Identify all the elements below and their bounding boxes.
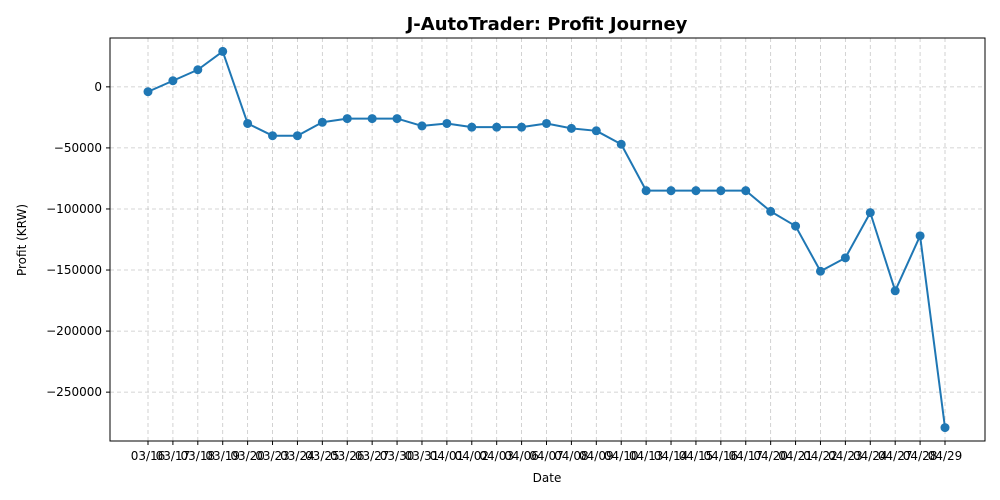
- data-point: [766, 206, 776, 216]
- x-tick-label: 04/10: [604, 449, 639, 463]
- y-tick-label: −150000: [46, 263, 102, 277]
- data-point: [940, 423, 950, 433]
- y-tick-label: 0: [94, 80, 102, 94]
- x-tick-label: 03/26: [330, 449, 365, 463]
- data-point: [143, 87, 153, 97]
- data-point: [292, 131, 302, 141]
- y-axis-label: Profit (KRW): [15, 204, 29, 276]
- x-tick-label: 04/22: [803, 449, 838, 463]
- x-axis-label: Date: [533, 471, 562, 485]
- x-tick-label: 04/07: [529, 449, 564, 463]
- data-point: [492, 122, 502, 132]
- x-tick-label: 03/19: [205, 449, 240, 463]
- x-axis-ticks: 03/1603/1703/1803/1903/2003/2303/2403/25…: [131, 441, 963, 463]
- x-tick-label: 04/14: [654, 449, 689, 463]
- x-tick-label: 04/13: [629, 449, 664, 463]
- data-point: [392, 114, 402, 124]
- y-tick-label: −200000: [46, 324, 102, 338]
- x-tick-label: 04/29: [928, 449, 963, 463]
- x-tick-label: 04/20: [753, 449, 788, 463]
- data-point: [791, 221, 801, 231]
- x-tick-label: 03/25: [305, 449, 340, 463]
- data-point: [566, 123, 576, 133]
- data-point: [890, 286, 900, 296]
- data-point: [193, 65, 203, 75]
- data-point: [243, 118, 253, 128]
- data-point: [691, 186, 701, 196]
- data-point: [865, 208, 875, 218]
- data-point: [815, 266, 825, 276]
- x-tick-label: 04/16: [704, 449, 739, 463]
- x-tick-label: 03/27: [355, 449, 390, 463]
- data-point: [467, 122, 477, 132]
- x-tick-label: 04/17: [728, 449, 763, 463]
- data-point: [641, 186, 651, 196]
- data-point: [342, 114, 352, 124]
- x-tick-label: 03/20: [230, 449, 265, 463]
- x-tick-label: 03/17: [156, 449, 191, 463]
- grid: [110, 38, 985, 441]
- plot-frame: [109, 37, 986, 442]
- x-tick-label: 04/09: [579, 449, 614, 463]
- data-point: [741, 186, 751, 196]
- y-tick-label: −100000: [46, 202, 102, 216]
- x-tick-label: 04/06: [504, 449, 539, 463]
- x-tick-label: 04/27: [878, 449, 913, 463]
- x-tick-label: 04/01: [430, 449, 465, 463]
- x-tick-label: 03/16: [131, 449, 166, 463]
- data-point: [840, 253, 850, 263]
- y-tick-label: −50000: [54, 141, 102, 155]
- y-axis-ticks: 0 −50000 −100000 −150000 −200000 −250000: [46, 80, 110, 399]
- data-point: [517, 122, 527, 132]
- x-tick-label: 04/02: [454, 449, 489, 463]
- data-point: [616, 139, 626, 149]
- x-tick-label: 04/08: [554, 449, 589, 463]
- x-tick-label: 04/15: [679, 449, 714, 463]
- series-line: [147, 50, 946, 428]
- x-tick-label: 04/24: [853, 449, 888, 463]
- data-point: [915, 231, 925, 241]
- x-tick-label: 03/31: [405, 449, 440, 463]
- x-tick-label: 04/03: [479, 449, 514, 463]
- data-point: [591, 126, 601, 136]
- y-tick-label: −250000: [46, 385, 102, 399]
- data-point: [417, 121, 427, 131]
- x-tick-label: 04/21: [778, 449, 813, 463]
- data-point: [542, 118, 551, 128]
- x-tick-label: 04/28: [903, 449, 938, 463]
- data-point: [666, 186, 676, 196]
- x-tick-label: 03/18: [181, 449, 216, 463]
- x-tick-label: 03/23: [255, 449, 290, 463]
- data-point: [442, 118, 452, 128]
- data-point: [268, 131, 278, 141]
- data-point: [168, 76, 178, 86]
- data-point: [367, 114, 377, 124]
- data-point: [716, 186, 726, 196]
- x-tick-label: 03/24: [280, 449, 315, 463]
- series-profit: [143, 46, 950, 433]
- chart-title: J-AutoTrader: Profit Journey: [405, 14, 688, 35]
- data-point: [218, 46, 228, 56]
- x-tick-label: 04/23: [828, 449, 863, 463]
- data-point: [317, 117, 327, 127]
- x-tick-label: 03/30: [380, 449, 415, 463]
